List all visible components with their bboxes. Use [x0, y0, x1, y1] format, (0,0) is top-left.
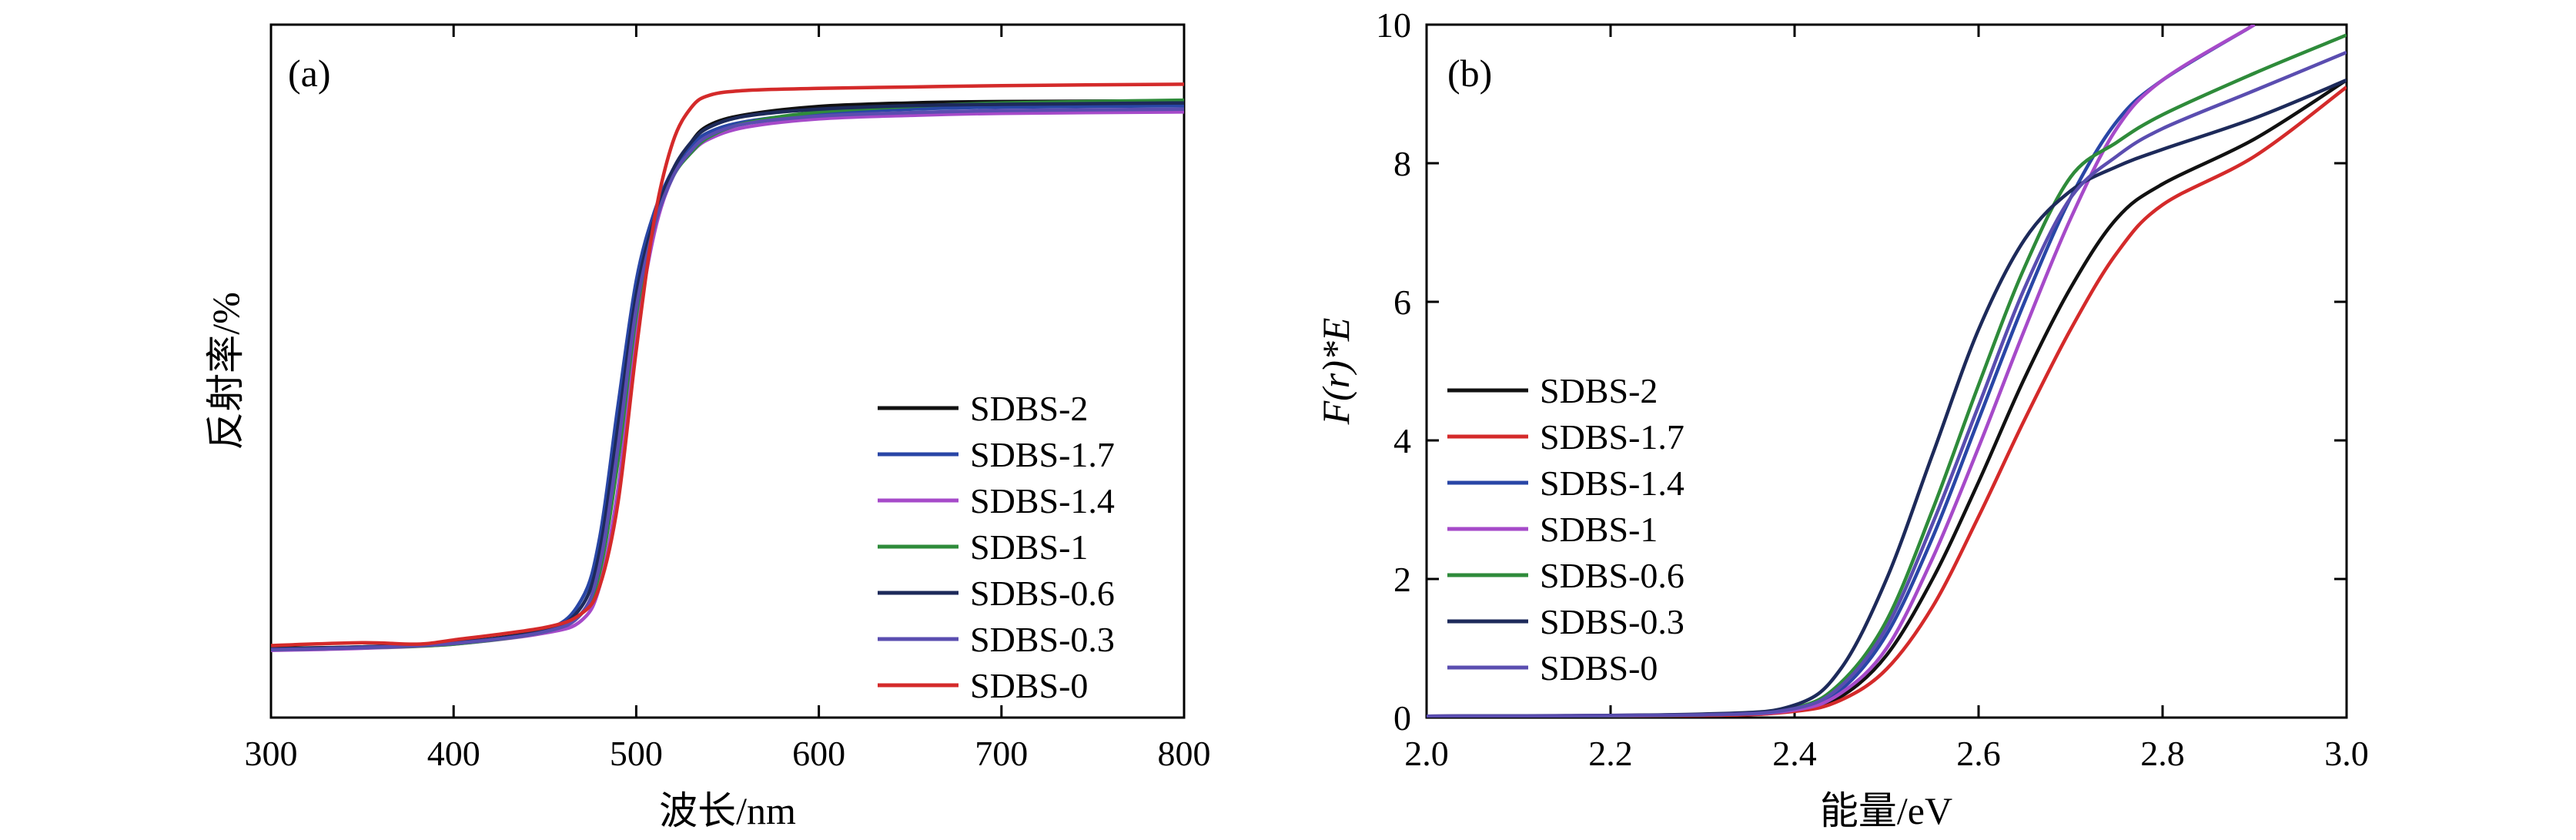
legend-label: SDBS-2 — [970, 389, 1088, 428]
legend-label: SDBS-2 — [1540, 371, 1658, 410]
x-tick-label: 2.8 — [2140, 734, 2185, 773]
legend-label: SDBS-1.7 — [1540, 417, 1684, 457]
x-tick-label: 700 — [975, 734, 1028, 773]
x-tick-label: 600 — [792, 734, 845, 773]
panel-a-series-lines — [271, 82, 1184, 652]
series-line-sdbs-0.6 — [271, 101, 1184, 651]
legend-label: SDBS-0.6 — [970, 574, 1115, 613]
panel-b-plot-frame — [1425, 23, 2348, 719]
x-tick-label: 2.6 — [1956, 734, 2001, 773]
series-line-sdbs-0 — [1427, 50, 2347, 718]
series-line-sdbs-1.4 — [271, 110, 1184, 652]
x-tick-label: 2.4 — [1772, 734, 1817, 773]
series-line-sdbs-0 — [271, 82, 1184, 648]
panel-a-y-axis-label: 反射率/% — [204, 292, 247, 450]
panel-b-legend: SDBS-2 SDBS-1.7 SDBS-1.4 SDBS-1 SDBS-0.6 SDBS… — [1447, 371, 1684, 688]
legend-label: SDBS-1 — [970, 527, 1088, 567]
panel-a-x-ticks: 300 400 500 600 700 800 — [245, 25, 1211, 773]
panel-b-axis-ticks: 2.0 2.2 2.4 2.6 2.8 3.0 0 2 4 6 8 10 — [1376, 5, 2369, 773]
panel-a-x-axis-label: 波长/nm — [659, 789, 796, 832]
legend-label: SDBS-0.6 — [1540, 556, 1684, 595]
x-tick-label: 3.0 — [2324, 734, 2369, 773]
y-tick-label: 0 — [1393, 698, 1411, 738]
legend-label: SDBS-1 — [1540, 510, 1658, 549]
y-tick-label: 4 — [1393, 421, 1411, 460]
panel-a-reflectance-chart: (a) 波长/nm 反射率/% 300 400 500 600 700 800 SDBS-… — [204, 23, 1211, 832]
y-tick-label: 2 — [1393, 560, 1411, 599]
panel-a-legend: SDBS-2 SDBS-1.7 SDBS-1.4 SDBS-1 SDBS-0.6 SDBS… — [878, 389, 1115, 705]
y-tick-label: 10 — [1376, 5, 1411, 45]
legend-label: SDBS-1.4 — [1540, 464, 1684, 503]
panel-b-series-lines — [1427, 25, 2347, 718]
panel-b-tauc-chart: (b) 能量/eV F(r)*E 2.0 2.2 2.4 2.6 2.8 3.0 0 2 4 6 8… — [1314, 5, 2369, 832]
legend-label: SDBS-1.4 — [970, 481, 1115, 520]
x-tick-label: 2.0 — [1404, 734, 1449, 773]
legend-label: SDBS-0 — [970, 666, 1088, 705]
panel-b-label: (b) — [1447, 52, 1492, 95]
panel-a-plot-frame — [269, 23, 1186, 719]
panel-b-y-axis-label: F(r)*E — [1314, 318, 1357, 426]
legend-label: SDBS-0.3 — [1540, 602, 1684, 641]
panel-a-label: (a) — [288, 52, 331, 95]
legend-label: SDBS-1.7 — [970, 435, 1115, 474]
legend-label: SDBS-0 — [1540, 648, 1658, 688]
legend-label: SDBS-0.3 — [970, 620, 1115, 659]
series-line-sdbs-0.3 — [271, 107, 1184, 652]
panel-b-x-axis-label: 能量/eV — [1820, 789, 1952, 832]
series-line-sdbs-1 — [271, 98, 1184, 652]
y-tick-label: 8 — [1393, 144, 1411, 183]
x-tick-label: 400 — [427, 734, 480, 773]
x-tick-label: 800 — [1158, 734, 1211, 773]
y-tick-label: 6 — [1393, 283, 1411, 322]
x-tick-label: 300 — [245, 734, 298, 773]
series-line-sdbs-1.7 — [271, 104, 1184, 651]
x-tick-label: 500 — [610, 734, 663, 773]
x-tick-label: 2.2 — [1588, 734, 1633, 773]
